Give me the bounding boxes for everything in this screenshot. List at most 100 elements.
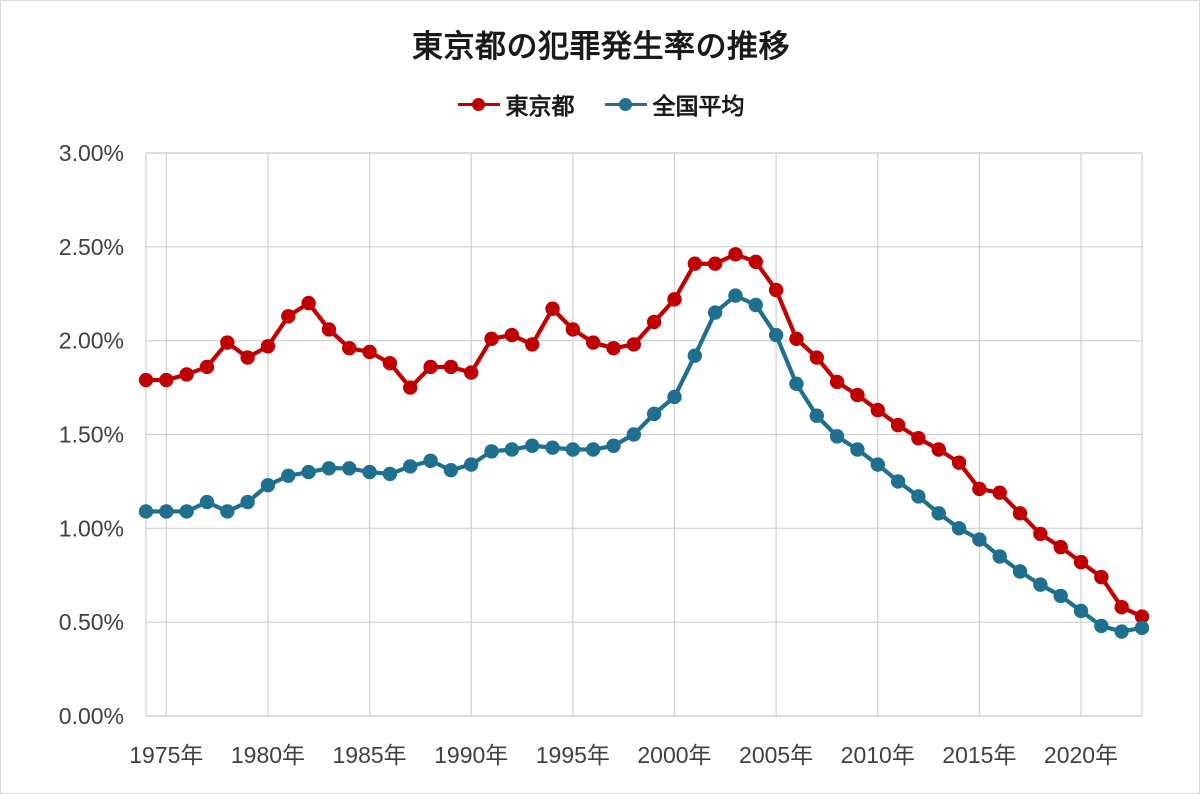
y-axis-tick-label: 1.00% (59, 515, 124, 541)
data-point-national: 1979: 1.14% (240, 494, 255, 510)
data-point-national: 2016: 0.85% (992, 549, 1007, 564)
data-point-tokyo: 2013: 1.42% (931, 442, 946, 457)
data-point-tokyo: 1990: 1.83% (464, 365, 479, 380)
data-point-tokyo: 1984: 1.96% (342, 340, 357, 356)
data-point-national: 1992: 1.42% (504, 442, 520, 457)
data-point-tokyo: 1986: 1.88% (382, 355, 398, 371)
data-point-tokyo: 2006: 2.01% (789, 331, 804, 346)
data-point-national: 1977: 1.14% (199, 494, 215, 510)
data-point-tokyo: 2021: 0.74% (1094, 569, 1109, 585)
data-point-national: 2022: 0.45% (1114, 624, 1129, 639)
chart-legend: 東京都 全国平均 (1, 87, 1199, 121)
data-point-national: 1999: 1.61% (646, 406, 662, 422)
data-point-national: 1997: 1.44% (606, 438, 621, 453)
data-point-tokyo: 1997: 1.96% (606, 340, 621, 356)
data-point-tokyo: 1981: 2.13% (281, 309, 296, 324)
data-point-tokyo: 2015: 1.21% (972, 481, 987, 497)
data-point-national: 2018: 0.70% (1033, 577, 1048, 592)
data-point-national: 2007: 1.60% (809, 408, 824, 423)
data-point-tokyo: 2023: 0.53% (1134, 609, 1150, 624)
data-point-tokyo: 2019: 0.90% (1053, 539, 1068, 555)
data-point-national: 1987: 1.33% (403, 459, 418, 474)
y-axis-tick-label: 0.00% (59, 703, 124, 729)
data-point-national: 1981: 1.28% (281, 468, 296, 483)
data-point-tokyo: 1999: 2.10% (646, 314, 662, 330)
data-point-national: 1982: 1.30% (301, 464, 316, 480)
data-point-tokyo: 2002: 2.41% (707, 256, 723, 271)
data-point-national: 2020: 0.56% (1073, 603, 1089, 619)
data-point-national: 1976: 1.09% (179, 504, 194, 519)
data-point-national: 1994: 1.43% (545, 440, 560, 455)
y-axis-tick-label: 3.00% (59, 140, 124, 166)
data-point-tokyo: 1980: 1.97% (260, 339, 276, 354)
legend-item-tokyo[interactable]: 東京都 (457, 87, 575, 121)
x-axis-tick-label: 1985年 (333, 742, 407, 768)
data-point-tokyo: 1983: 2.06% (321, 322, 337, 337)
data-point-national: 1989: 1.31% (443, 462, 459, 478)
data-point-tokyo: 1975: 1.79% (159, 372, 174, 388)
data-point-tokyo: 2000: 2.22% (667, 292, 682, 307)
data-point-tokyo: 1974: 1.79% (138, 372, 154, 388)
data-point-national: 2008: 1.49% (829, 429, 845, 444)
x-axis-tick-label: 2005年 (739, 742, 813, 768)
x-axis-tick-label: 2010年 (841, 742, 915, 768)
data-point-national: 2019: 0.64% (1053, 588, 1068, 604)
data-point-tokyo: 1988: 1.86% (423, 359, 438, 375)
data-point-national: 1988: 1.36% (423, 453, 438, 468)
x-axis-tick-label: 2015年 (942, 742, 1016, 768)
legend-marker-tokyo-icon (457, 95, 500, 113)
data-point-tokyo: 1998: 1.98% (626, 337, 642, 352)
page-title: 東京都の犯罪発生率の推移 (412, 29, 790, 64)
data-point-national: 2000: 1.70% (667, 389, 682, 405)
data-point-national: 2002: 2.15% (707, 305, 723, 320)
data-point-tokyo: 2018: 0.97% (1033, 526, 1048, 542)
data-point-national: 2012: 1.17% (911, 489, 926, 504)
data-point-tokyo: 1993: 1.98% (525, 337, 540, 352)
data-point-tokyo: 1985: 1.94% (362, 344, 377, 360)
data-point-tokyo: 1989: 1.86% (443, 359, 459, 375)
data-point-national: 2013: 1.08% (931, 506, 946, 521)
data-point-tokyo: 1995: 2.06% (565, 322, 581, 337)
data-point-tokyo: 2008: 1.78% (829, 374, 845, 390)
data-point-national: 1995: 1.42% (565, 442, 581, 457)
data-point-tokyo: 1976: 1.82% (179, 367, 194, 382)
data-point-tokyo: 2022: 0.58% (1114, 599, 1129, 615)
data-point-national: 1991: 1.41% (484, 444, 499, 459)
data-point-tokyo: 1996: 1.99% (585, 335, 601, 350)
data-point-tokyo: 2017: 1.08% (1012, 506, 1028, 521)
y-axis-tick-label: 1.50% (59, 422, 124, 448)
x-axis-tick-label: 1990年 (434, 742, 508, 768)
data-point-tokyo: 2011: 1.55% (890, 417, 906, 433)
data-point-national: 2001: 1.92% (687, 348, 703, 363)
y-axis-tick-label: 0.50% (59, 609, 124, 635)
data-point-national: 2003: 2.24% (728, 288, 743, 303)
data-point-national: 2011: 1.25% (890, 474, 906, 489)
data-point-tokyo: 1978: 1.99% (220, 335, 235, 350)
data-point-national: 1996: 1.42% (585, 442, 601, 457)
data-point-tokyo: 1987: 1.75% (403, 380, 418, 395)
legend-item-national[interactable]: 全国平均 (604, 87, 745, 121)
data-point-tokyo: 1977: 1.86% (199, 359, 215, 375)
data-point-tokyo: 2012: 1.48% (911, 431, 926, 446)
data-point-tokyo: 2016: 1.19% (992, 485, 1007, 500)
data-point-national: 2021: 0.48% (1094, 618, 1109, 634)
data-point-national: 1993: 1.44% (525, 438, 540, 453)
x-axis-tick-label: 1995年 (536, 742, 610, 768)
data-point-national: 1990: 1.34% (464, 457, 479, 472)
data-point-tokyo: 2001: 2.41% (687, 256, 703, 271)
data-point-tokyo: 1991: 2.01% (484, 331, 499, 346)
data-point-tokyo: 2009: 1.71% (850, 387, 865, 403)
data-point-national: 1975: 1.09% (159, 504, 174, 519)
data-point-national: 2015: 0.94% (972, 532, 987, 547)
y-axis-tick-label: 2.00% (59, 328, 124, 354)
data-point-national: 2014: 1.00% (951, 521, 967, 536)
data-point-tokyo: 1982: 2.20% (301, 295, 316, 311)
data-point-national: 2017: 0.77% (1012, 564, 1028, 579)
data-point-national: 1986: 1.29% (382, 466, 398, 482)
data-point-tokyo: 1994: 2.17% (545, 301, 560, 316)
data-point-national: 1985: 1.30% (362, 464, 377, 480)
data-point-national: 1978: 1.09% (220, 504, 235, 519)
